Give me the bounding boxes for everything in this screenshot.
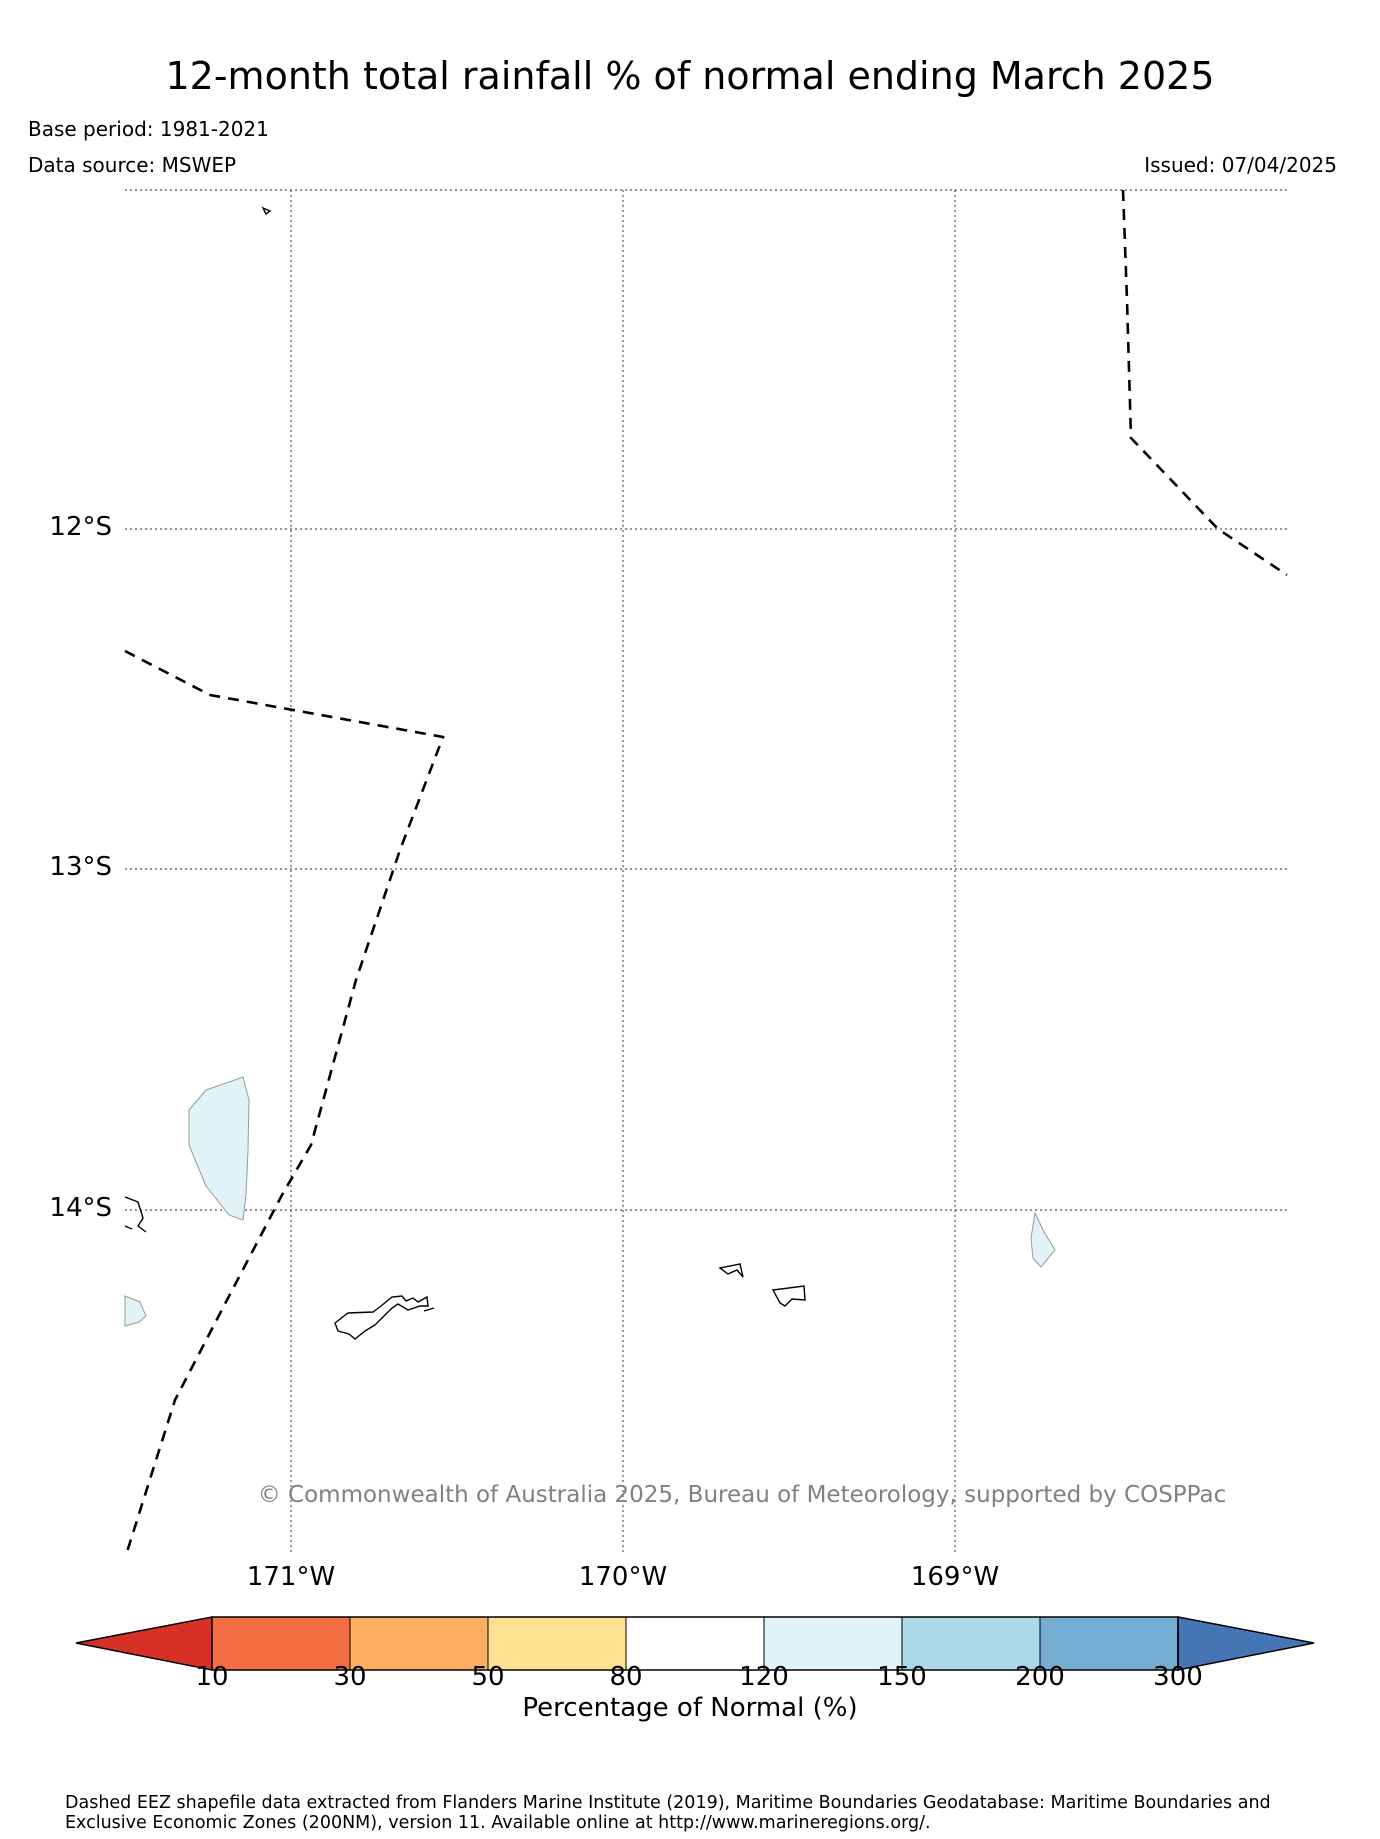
colorbar-tick: 50: [471, 1662, 505, 1692]
island-west-edge: [124, 1295, 147, 1327]
lat-label-12s: 12°S: [49, 512, 112, 542]
footer-attribution: Dashed EEZ shapefile data extracted from…: [65, 1793, 1271, 1833]
base-period-text: Base period: 1981-2021: [28, 117, 269, 141]
colorbar-tick: 200: [1015, 1662, 1065, 1692]
map-title: 12-month total rainfall % of normal endi…: [165, 54, 1215, 98]
island-tutuila: [334, 1295, 429, 1340]
lon-label-171w: 171°W: [246, 1562, 336, 1592]
island-outline-west-2: [124, 1225, 133, 1230]
colorbar-tick: 120: [739, 1662, 789, 1692]
coastlines: [124, 206, 806, 1340]
eez-line-west: [124, 649, 445, 1553]
lat-label-14s: 14°S: [49, 1193, 112, 1223]
gridlines: [125, 189, 1287, 1552]
island-aunuu: [423, 1307, 435, 1312]
colorbar-label: Percentage of Normal (%): [522, 1693, 858, 1723]
lon-label-170w: 170°W: [578, 1562, 668, 1592]
island-tau: [771, 1285, 806, 1307]
colorbar-segment-50-80: [487, 1616, 627, 1671]
colorbar-segment-120-150: [763, 1616, 903, 1671]
copyright-text: © Commonwealth of Australia 2025, Bureau…: [258, 1482, 1227, 1508]
colorbar-segment-30-50: [349, 1616, 489, 1671]
colorbar-segment-150-200: [901, 1616, 1041, 1671]
island-ofu-olosega: [718, 1263, 744, 1278]
eez-line-northeast: [1121, 189, 1288, 577]
island-outline-west: [124, 1196, 147, 1233]
lon-label-169w: 169°W: [910, 1562, 1000, 1592]
island-swains-area: [188, 1076, 250, 1221]
colorbar-segment-80-120: [625, 1616, 765, 1671]
eez-boundaries: [124, 189, 1288, 1553]
island-rose-atoll: [1030, 1211, 1056, 1268]
colorbar-extend-low: [75, 1616, 213, 1671]
colorbar-tick: 80: [609, 1662, 643, 1692]
shaded-islands: [124, 1076, 1056, 1327]
lat-label-13s: 13°S: [49, 852, 112, 882]
data-source-text: Data source: MSWEP: [28, 153, 237, 177]
issued-date-text: Issued: 07/04/2025: [1144, 153, 1337, 177]
colorbar-tick: 300: [1153, 1662, 1203, 1692]
colorbar: [75, 1616, 1315, 1671]
colorbar-tick: 30: [333, 1662, 367, 1692]
colorbar-tick: 10: [195, 1662, 229, 1692]
colorbar-frame: [211, 1616, 1179, 1671]
island-outline-north: [261, 206, 272, 216]
colorbar-segment-10-30: [211, 1616, 351, 1671]
colorbar-tick: 150: [877, 1662, 927, 1692]
colorbar-segment-200-300: [1039, 1616, 1179, 1671]
